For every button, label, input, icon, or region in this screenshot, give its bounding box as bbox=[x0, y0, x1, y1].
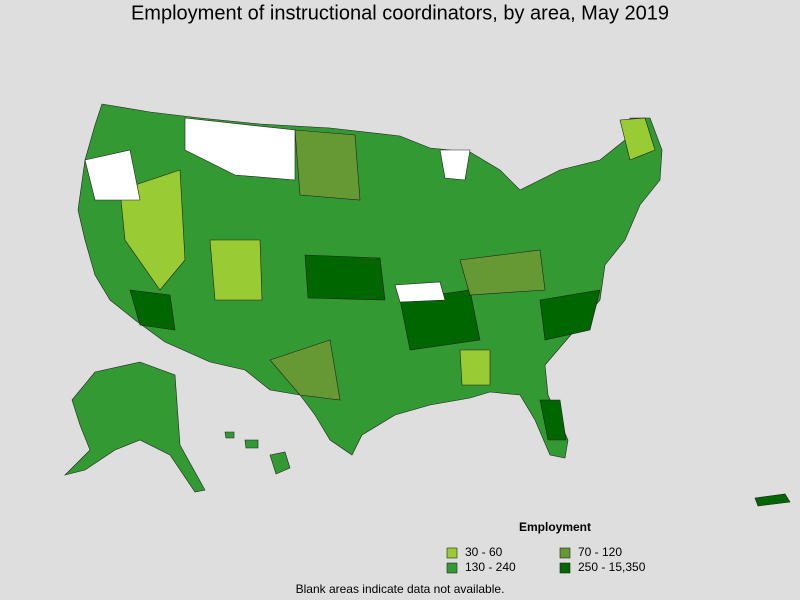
footnote: Blank areas indicate data not available. bbox=[296, 582, 505, 596]
blank-area bbox=[84, 149, 141, 201]
legend-swatch bbox=[446, 562, 458, 574]
region bbox=[539, 289, 601, 341]
region bbox=[459, 249, 546, 296]
map bbox=[64, 103, 791, 507]
legend-label: 70 - 120 bbox=[578, 545, 622, 559]
region bbox=[269, 339, 341, 401]
legend-label: 130 - 240 bbox=[465, 560, 516, 574]
blank-area bbox=[439, 149, 471, 181]
region bbox=[269, 451, 291, 475]
legend-swatch bbox=[446, 547, 458, 559]
legend-swatch bbox=[559, 562, 571, 574]
legend-swatch bbox=[559, 547, 571, 559]
region bbox=[209, 239, 263, 301]
map-title: Employment of instructional coordinators… bbox=[131, 2, 669, 24]
region bbox=[399, 289, 481, 351]
legend-title: Employment bbox=[519, 520, 591, 534]
region bbox=[64, 361, 206, 493]
legend-label: 30 - 60 bbox=[465, 545, 503, 559]
region bbox=[754, 493, 791, 507]
blank-area bbox=[394, 281, 446, 303]
region bbox=[129, 289, 176, 331]
legend-label: 250 - 15,350 bbox=[578, 560, 646, 574]
region bbox=[619, 117, 656, 161]
blank-area bbox=[184, 117, 296, 181]
region bbox=[539, 399, 567, 441]
region bbox=[224, 431, 235, 439]
region bbox=[294, 129, 361, 201]
region bbox=[459, 349, 491, 386]
region bbox=[244, 439, 259, 449]
legend: Employment 30 - 60 70 - 120 130 - 240 250 -… bbox=[446, 520, 646, 574]
region bbox=[304, 254, 386, 301]
